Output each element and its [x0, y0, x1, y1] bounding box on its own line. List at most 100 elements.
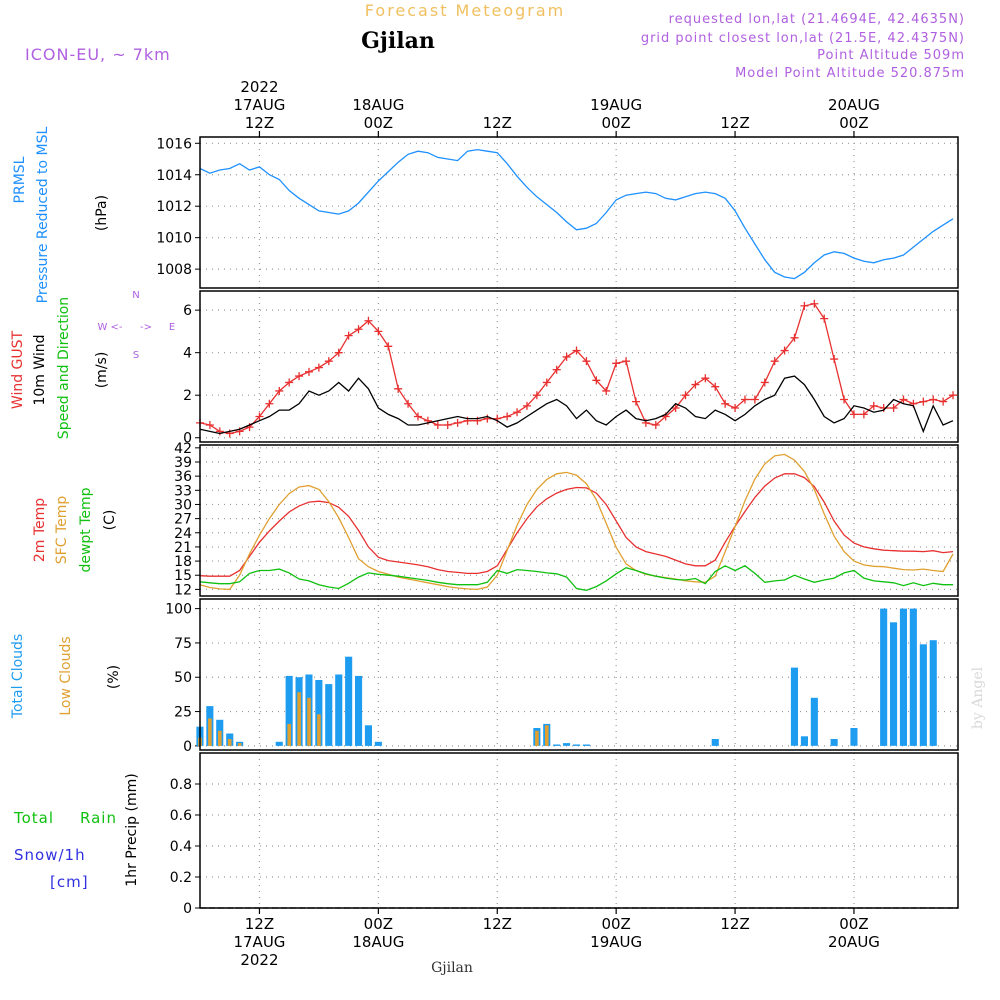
- bar-clouds-0: [285, 675, 293, 746]
- panel-precip: 0 0.2 0.4 0.6 0.8: [170, 752, 959, 917]
- bar-clouds-0: [573, 744, 581, 746]
- gust-marker: [265, 399, 274, 408]
- time-bottom-label: 12Z: [720, 915, 749, 933]
- ytick-label-pressure: 1008: [156, 262, 192, 278]
- series-temp-1: [199, 453, 954, 591]
- time-top-label: 12Z: [720, 114, 749, 132]
- panel-clouds: 0 25 50 75 100: [165, 598, 959, 755]
- ytick-label-precip: 0.4: [170, 839, 192, 855]
- time-bottom-label: 12Z: [483, 915, 512, 933]
- bar-clouds-0: [374, 741, 382, 746]
- gust-marker: [929, 395, 938, 404]
- precip-rain-label: Rain: [80, 809, 117, 827]
- gust-marker: [622, 357, 631, 366]
- bar-clouds-1: [218, 730, 222, 746]
- product-title: Forecast Meteogram: [365, 1, 565, 20]
- model-altitude: Model Point Altitude 520.875m: [735, 66, 965, 81]
- gust-marker: [859, 410, 868, 419]
- bar-clouds-0: [335, 674, 343, 746]
- gust-marker: [205, 420, 214, 429]
- precip-snow-label: Snow/1h: [14, 846, 86, 864]
- time-top-label: 20AUG: [828, 96, 880, 114]
- bar-clouds-0: [275, 741, 283, 746]
- ytick-label-wind: 6: [183, 303, 192, 319]
- ytick-label-precip: 0.6: [170, 808, 192, 824]
- pressure-unit: (hPa): [94, 195, 110, 231]
- series-wind-1: [199, 375, 954, 435]
- gust-marker: [691, 380, 700, 389]
- gust-marker: [532, 391, 541, 400]
- gust-marker: [840, 395, 849, 404]
- gust-marker: [562, 352, 571, 361]
- bar-clouds-0: [315, 680, 323, 746]
- bar-clouds-0: [711, 739, 719, 746]
- precip-total-label: Total: [13, 809, 54, 827]
- gust-marker: [324, 357, 333, 366]
- gust-marker: [721, 399, 730, 408]
- footer-location: Gjilan: [431, 960, 473, 976]
- bar-clouds-1: [535, 730, 539, 746]
- bar-clouds-1: [307, 697, 311, 746]
- gust-marker: [384, 342, 393, 351]
- time-top-label: 12Z: [483, 114, 512, 132]
- gust-marker: [394, 384, 403, 393]
- direction-label: Speed and Direction: [56, 297, 72, 439]
- ytick-label-wind: 4: [183, 346, 192, 362]
- bar-clouds-0: [355, 675, 363, 746]
- bar-clouds-1: [287, 723, 291, 746]
- ytick-label-temp: 12: [174, 582, 192, 598]
- gust-marker: [899, 395, 908, 404]
- dew-label: dewpt Temp: [78, 487, 94, 572]
- ytick-label-temp: 30: [174, 497, 192, 513]
- gust-marker: [820, 314, 829, 323]
- gust-marker: [522, 401, 531, 410]
- gridpoint-coords: grid point closest lon,lat (21.5E, 42.43…: [641, 31, 965, 46]
- compass-mid: ->: [140, 322, 152, 333]
- gust-marker: [275, 386, 284, 395]
- bar-clouds-0: [364, 725, 372, 746]
- series-wind-0: [199, 303, 954, 435]
- gust-marker: [919, 397, 928, 406]
- gust-marker: [740, 395, 749, 404]
- time-bottom-label: 12Z: [245, 915, 274, 933]
- gust-marker: [869, 401, 878, 410]
- bar-clouds-0: [919, 644, 927, 746]
- bar-clouds-0: [890, 622, 898, 746]
- panel-frame-wind: [199, 290, 959, 443]
- bar-clouds-0: [800, 736, 808, 746]
- clouds-unit: (%): [106, 665, 122, 689]
- bar-clouds-1: [227, 739, 232, 746]
- time-top-label: 17AUG: [233, 96, 285, 114]
- series-pressure-0: [199, 148, 954, 280]
- ytick-label-temp: 36: [174, 469, 192, 485]
- ytick-label-precip: 0: [183, 901, 192, 917]
- gust-marker: [483, 414, 492, 423]
- time-top-label: 00Z: [601, 114, 630, 132]
- bar-clouds-0: [810, 697, 818, 746]
- bar-clouds-0: [553, 744, 561, 746]
- time-top-label: 2022: [240, 78, 278, 96]
- ytick-label-pressure: 1012: [156, 199, 192, 215]
- bar-clouds-0: [790, 667, 798, 746]
- gust-marker: [255, 412, 264, 421]
- gust-marker: [939, 397, 948, 406]
- precip-cm-label: [cm]: [50, 873, 89, 891]
- time-bottom-label: 2022: [240, 951, 278, 969]
- wind-unit: (m/s): [94, 352, 110, 389]
- gust-marker: [949, 391, 958, 400]
- gust-marker: [731, 403, 740, 412]
- compass-e: E: [169, 322, 175, 333]
- panel-frame-pressure: [199, 136, 959, 289]
- gust-marker: [800, 301, 809, 310]
- gust-marker: [304, 367, 313, 376]
- gust-marker: [651, 420, 660, 429]
- wind-label: 10m Wind: [32, 334, 48, 405]
- point-altitude: Point Altitude 509m: [817, 48, 965, 63]
- time-top-label: 18AUG: [352, 96, 404, 114]
- gust-marker: [612, 359, 621, 368]
- compass-w: W <-: [97, 322, 122, 333]
- gust-marker: [631, 397, 640, 406]
- ytick-label-temp: 15: [174, 568, 192, 584]
- ytick-label-wind: 0: [183, 431, 192, 447]
